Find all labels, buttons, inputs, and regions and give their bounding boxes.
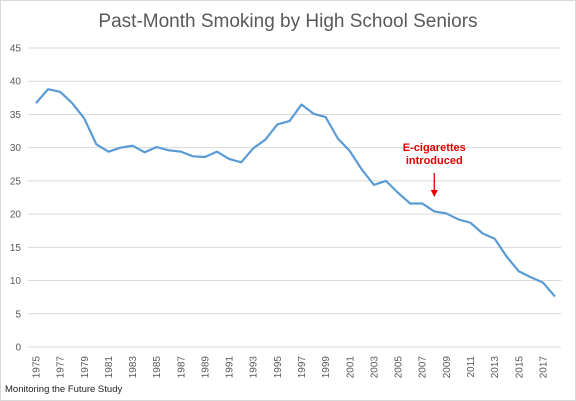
x-tick-label: 2013 [490, 356, 501, 379]
x-tick-label: 2005 [394, 356, 405, 379]
x-tick-label: 1987 [176, 356, 187, 379]
x-tick-label: 1981 [104, 356, 115, 379]
x-tick-label: 1995 [273, 356, 284, 379]
x-tick-label: 1983 [128, 356, 139, 379]
y-tick-label: 20 [10, 210, 22, 221]
y-tick-label: 10 [10, 276, 22, 287]
y-tick-label: 15 [10, 243, 22, 254]
y-tick-label: 0 [15, 343, 21, 354]
y-tick-label: 35 [10, 110, 22, 121]
y-tick-label: 40 [10, 77, 22, 88]
annotation-arrow-head [430, 190, 438, 197]
source-note: Monitoring the Future Study [5, 384, 123, 395]
y-tick-label: 5 [15, 309, 21, 320]
x-tick-label: 1985 [152, 356, 163, 379]
x-tick-label: 1993 [249, 356, 260, 379]
x-tick-label: 2007 [418, 356, 429, 379]
annotation-label: E-cigarettes [403, 142, 466, 154]
x-tick-label: 1997 [297, 356, 308, 379]
annotation-label: introduced [406, 155, 463, 167]
x-tick-label: 2001 [345, 356, 356, 379]
y-tick-label: 30 [10, 143, 22, 154]
x-tick-label: 1975 [32, 356, 43, 379]
chart-title: Past-Month Smoking by High School Senior… [98, 11, 478, 32]
series-line [35, 88, 556, 298]
x-tick-label: 1999 [321, 356, 332, 379]
x-tick-label: 1979 [80, 356, 91, 379]
x-tick-label: 2011 [466, 356, 477, 378]
x-tick-label: 1989 [200, 356, 211, 379]
x-tick-label: 2015 [514, 356, 525, 379]
x-tick-label: 2003 [369, 356, 380, 379]
y-tick-label: 25 [10, 176, 22, 187]
y-tick-label: 45 [10, 44, 22, 55]
x-tick-label: 1977 [56, 356, 67, 379]
x-tick-label: 2017 [538, 356, 549, 379]
x-tick-label: 1991 [225, 356, 236, 379]
x-tick-label: 2009 [442, 356, 453, 379]
